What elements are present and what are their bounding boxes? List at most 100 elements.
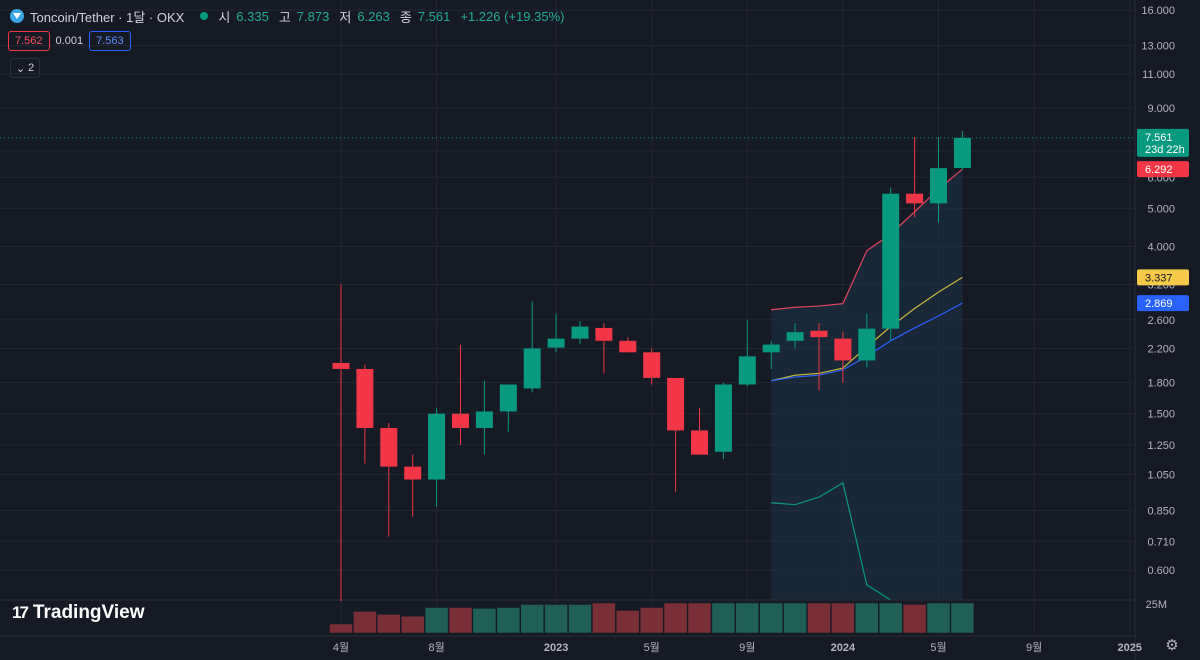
y-tick-label: 2.600 — [1147, 315, 1175, 327]
candle-body — [858, 328, 876, 361]
market-open-status-icon — [200, 12, 209, 20]
candle-body — [643, 352, 661, 378]
volume-bar — [329, 623, 353, 634]
indicators-count: 2 — [28, 62, 35, 74]
tradingview-mark-icon: 17 — [12, 603, 29, 622]
y-tick-label: 0.850 — [1147, 506, 1175, 518]
volume-bar — [878, 602, 903, 634]
candle-body — [404, 466, 422, 480]
y-tick-label: 5.000 — [1147, 203, 1175, 215]
y-tick-label: 2.200 — [1147, 343, 1175, 355]
candle-body — [332, 362, 350, 369]
x-tick-label: 9월 — [739, 641, 755, 654]
chevron-down-icon: ⌄ — [15, 62, 26, 75]
toncoin-logo-icon — [10, 9, 24, 23]
volume-bar — [496, 607, 521, 634]
volume-bar — [448, 607, 473, 634]
band-fill — [771, 169, 963, 600]
x-tick-label: 2024 — [831, 642, 856, 654]
trade-panel: 7.562 0.001 7.563 — [8, 31, 131, 51]
candle-body — [691, 430, 708, 455]
indicators-toggle-button[interactable]: ⌄ 2 — [10, 58, 40, 78]
candle-body — [356, 368, 374, 428]
y-tick-label: 1.050 — [1147, 470, 1175, 482]
gear-icon[interactable]: ⚙ — [1165, 637, 1179, 654]
y-tick-label: 9.000 — [1147, 103, 1175, 115]
volume-bar — [759, 602, 783, 634]
ohlc-change: +1.226 (+19.35%) — [460, 8, 565, 24]
candle-body — [428, 413, 446, 480]
volume-bar — [424, 607, 449, 634]
volume-bar — [926, 602, 951, 634]
y-tick-label: 16.000 — [1141, 5, 1175, 17]
candle-body — [571, 326, 589, 339]
candle-body — [667, 377, 685, 431]
candle-body — [930, 168, 947, 204]
candle-body — [595, 327, 613, 341]
volume-bar — [400, 615, 425, 634]
volume-bar — [353, 611, 377, 634]
spread-value: 0.001 — [55, 35, 84, 47]
x-tick-label: 5월 — [644, 641, 660, 654]
band-lower-line — [771, 481, 892, 601]
ohlc-low-label: 저 — [339, 9, 352, 25]
volume-bar — [592, 602, 616, 634]
price-tag-label: 7.561 — [1145, 132, 1173, 144]
buy-price-button[interactable]: 7.563 — [89, 31, 131, 51]
price-tag-label: 3.337 — [1145, 272, 1173, 284]
ohlc-open-label: 시 — [218, 9, 231, 25]
candle-body — [619, 340, 637, 353]
volume-bar — [807, 602, 831, 634]
symbol-title[interactable]: Toncoin/Tether · 1달 · OKX — [30, 9, 185, 25]
candle-body — [475, 411, 493, 428]
ohlc-high-label: 고 — [278, 9, 291, 25]
x-tick-label: 5월 — [930, 641, 946, 654]
ohlc-high-value: 7.873 — [296, 8, 330, 24]
price-tag — [1137, 161, 1189, 178]
sell-price-button[interactable]: 7.562 — [8, 31, 50, 51]
y-tick-label: 11.000 — [1142, 69, 1175, 81]
volume-bar — [568, 604, 592, 634]
volume-bar — [639, 607, 664, 634]
price-tag — [1137, 295, 1189, 312]
candle-body — [810, 330, 828, 338]
x-tick-label: 2025 — [1117, 642, 1141, 654]
x-tick-label: 8월 — [428, 641, 444, 654]
y-tick-label: 1.250 — [1147, 440, 1175, 452]
ohlc-open-value: 6.335 — [236, 8, 269, 24]
volume-bar — [950, 602, 975, 634]
candle-body — [380, 427, 398, 467]
price-tag-label: 2.869 — [1145, 298, 1173, 310]
volume-bar — [711, 602, 736, 634]
tradingview-wordmark: TradingView — [32, 602, 145, 623]
volume-bar — [616, 610, 640, 634]
candle-body — [499, 384, 517, 412]
candle-body — [834, 338, 852, 361]
candle-body — [523, 348, 541, 389]
volume-bar — [855, 602, 879, 634]
volume-bar — [783, 602, 807, 634]
candle-body — [786, 332, 804, 341]
y-tick-label: 4.000 — [1147, 241, 1175, 253]
volume-bar — [687, 602, 712, 634]
volume-bar — [472, 608, 497, 634]
candle-body — [882, 193, 900, 329]
y-tick-label: 1.800 — [1147, 378, 1175, 390]
x-tick-label: 9월 — [1026, 641, 1042, 654]
ohlc-low-value: 6.263 — [357, 8, 390, 24]
volume-bar — [735, 602, 760, 634]
y-tick-label: 13.000 — [1141, 40, 1175, 52]
volume-bar — [520, 604, 544, 634]
tradingview-logo[interactable]: 17 TradingView — [12, 602, 145, 624]
volume-bar — [831, 602, 855, 634]
ohlc-close-value: 7.561 — [417, 8, 451, 24]
candle-body — [714, 384, 732, 452]
x-tick-label: 2023 — [544, 642, 568, 654]
volume-bar — [663, 602, 688, 634]
price-tag-countdown: 23d 22h — [1145, 144, 1185, 156]
ohlc-close-label: 종 — [399, 9, 412, 25]
y-tick-label: 1.500 — [1147, 409, 1175, 421]
candle-body — [738, 356, 756, 385]
price-tag — [1137, 269, 1189, 286]
